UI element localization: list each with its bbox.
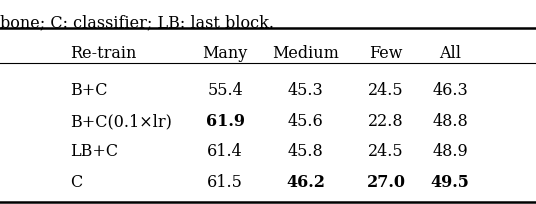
Text: 45.6: 45.6 [288,113,323,130]
Text: Few: Few [369,44,403,62]
Text: 46.3: 46.3 [433,82,468,99]
Text: Medium: Medium [272,44,339,62]
Text: 61.4: 61.4 [207,143,243,161]
Text: 24.5: 24.5 [368,82,404,99]
Text: 48.8: 48.8 [433,113,468,130]
Text: All: All [439,44,461,62]
Text: 61.9: 61.9 [206,113,244,130]
Text: B+C: B+C [70,82,107,99]
Text: 27.0: 27.0 [367,174,405,191]
Text: Many: Many [203,44,248,62]
Text: 55.4: 55.4 [207,82,243,99]
Text: bone; C: classifier; LB: last block.: bone; C: classifier; LB: last block. [0,14,274,31]
Text: 61.5: 61.5 [207,174,243,191]
Text: LB+C: LB+C [70,143,118,161]
Text: 46.2: 46.2 [286,174,325,191]
Text: 49.5: 49.5 [431,174,470,191]
Text: 22.8: 22.8 [368,113,404,130]
Text: C: C [70,174,82,191]
Text: 45.8: 45.8 [288,143,323,161]
Text: 48.9: 48.9 [433,143,468,161]
Text: 24.5: 24.5 [368,143,404,161]
Text: B+C(0.1×lr): B+C(0.1×lr) [70,113,172,130]
Text: Re-train: Re-train [70,44,136,62]
Text: 45.3: 45.3 [288,82,323,99]
